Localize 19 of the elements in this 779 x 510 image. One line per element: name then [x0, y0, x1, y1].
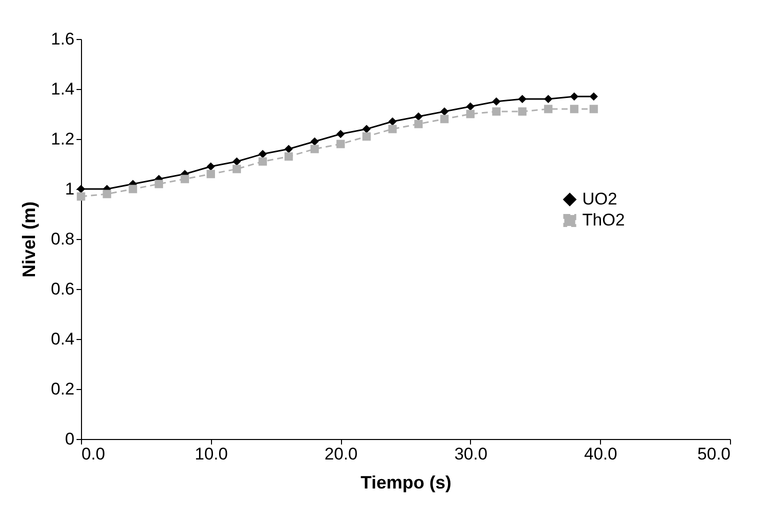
x-tick-label: 50.0 [697, 444, 730, 464]
x-tick-label: 40.0 [584, 444, 618, 464]
x-tick-label: 0.0 [82, 444, 106, 464]
x-axis-title: Tiempo (s) [360, 472, 452, 492]
y-tick-label: 1.4 [50, 80, 74, 98]
y-tick-label: 0.6 [50, 280, 74, 298]
y-tick-label: 1 [65, 180, 74, 198]
x-tick-label: 20.0 [324, 444, 358, 464]
y-tick-label: 1.6 [50, 30, 74, 48]
y-axis-title: Nivel (m) [18, 201, 39, 278]
y-tick-label: 0.2 [50, 380, 74, 398]
x-tick-label: 10.0 [194, 444, 228, 464]
y-tick-label: 1.2 [50, 130, 74, 148]
y-tick-label: 0.8 [50, 230, 74, 248]
y-tick-label: 0 [65, 430, 74, 448]
legend-label: UO2 [582, 190, 618, 208]
y-tick-label: 0.4 [50, 330, 74, 348]
legend-label: ThO2 [582, 210, 625, 230]
x-tick-label: 30.0 [454, 444, 488, 464]
